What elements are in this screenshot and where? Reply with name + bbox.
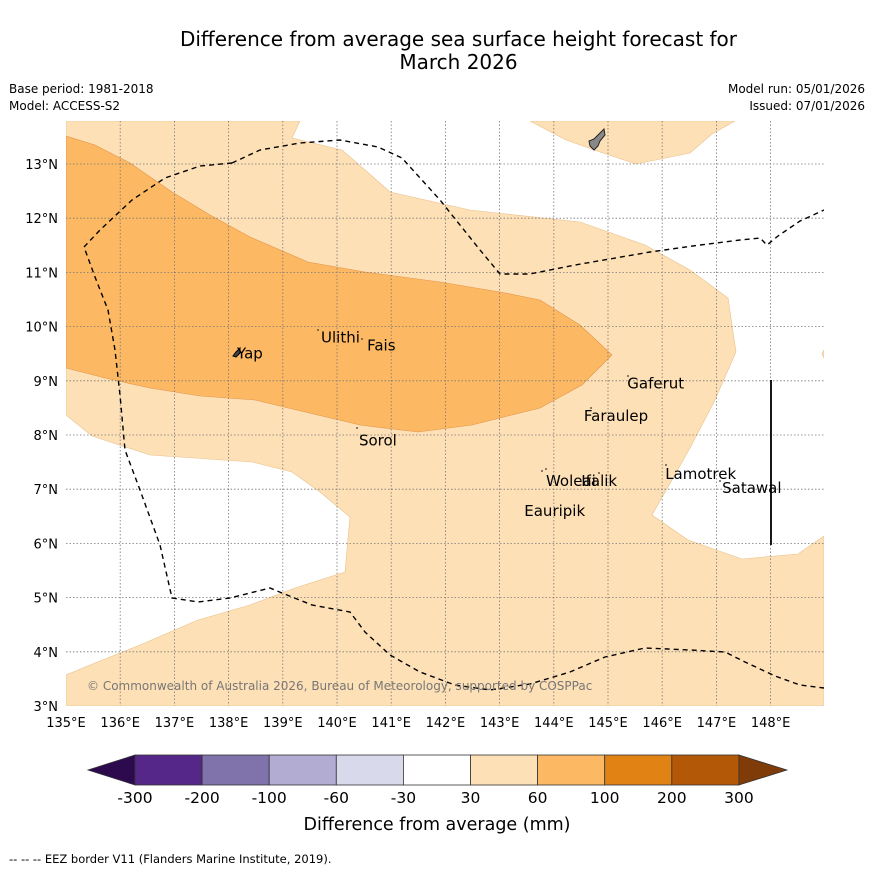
lat-tick-label: 5°N [34,592,59,607]
lat-tick-label: 13°N [25,158,58,173]
colorbar-segment [134,754,203,786]
colorbar-segment [470,754,538,786]
colorbar-segment [201,754,270,786]
colorbar-arrow-low [86,754,136,786]
colorbar-tick-label: -100 [252,789,287,807]
colorbar-segment [268,754,337,786]
colorbar-tick-label: -30 [391,789,416,807]
lon-tick-label: 139°E [263,716,303,731]
lat-tick-label: 12°N [25,212,58,227]
colorbar-tick-label: -200 [185,789,220,807]
base-period: Base period: 1981-2018 [9,82,154,96]
lon-tick-label: 135°E [46,716,86,731]
edge-island [821,349,824,359]
lon-tick-label: 136°E [100,716,140,731]
place-label-satawal: Satawal [722,479,781,497]
colorbar: -300 -200 -100 -60 -30 30 60 100 200 300 [86,754,789,807]
colorbar-arrow-high [738,754,789,786]
issued-date: Issued: 07/01/2026 [749,99,865,113]
lat-tick-label: 6°N [34,537,59,552]
yap-island [232,346,241,358]
colorbar-tick-label: -60 [324,789,349,807]
place-label-eauripik: Eauripik [524,502,585,520]
atoll-dot-gaferut [627,375,629,377]
atoll-dot-sorol [356,427,358,429]
lon-tick-label: 142°E [426,716,466,731]
place-label-woleai: Woleai [546,472,596,490]
anomaly-region-60-100 [66,135,613,433]
colorbar-tick-label: -300 [117,789,152,807]
map-area: Yap Ulithi Fais Sorol Gaferut Faraulep WoleaiI… [66,121,824,706]
lon-tick-label: 147°E [697,716,737,731]
lon-tick-label: 148°E [751,716,791,731]
lon-tick-label: 141°E [371,716,411,731]
colorbar-segment [671,754,740,786]
lon-tick-label: 146°E [642,716,682,731]
lon-tick-label: 145°E [588,716,628,731]
place-label-fais: Fais [367,337,396,355]
eez-footnote: -- -- -- EEZ border V11 (Flanders Marine… [9,852,332,866]
lat-tick-label: 7°N [34,483,59,498]
eez-border [83,139,824,691]
lon-tick-label: 140°E [317,716,357,731]
lat-tick-label: 10°N [25,321,58,336]
place-label-ifalik: Ifalik [581,472,617,490]
graticule [66,121,824,706]
atoll-dot-ulithi [317,329,319,331]
anomaly-region-30-60-north [529,121,736,165]
longitude-ticks: 135°E 136°E 137°E 138°E 139°E 140°E 141°E 142°E… [46,716,790,731]
colorbar-tick-label: 300 [724,789,754,807]
copyright-text: © Commonwealth of Australia 2026, Bureau… [87,679,592,693]
place-labels: Yap Ulithi Fais Sorol Gaferut Faraulep WoleaiI… [236,328,782,519]
lon-tick-label: 138°E [209,716,249,731]
colorbar-tick-label: 200 [657,789,687,807]
lon-tick-label: 144°E [534,716,574,731]
atoll-dot-woleai-1 [541,470,543,472]
place-label-yap: Yap [236,345,263,363]
atoll-dot-ifalik [598,472,600,474]
atoll-dot-fais [361,338,363,340]
meta-left: Base period: 1981-2018 Model: ACCESS-S2 [9,81,154,115]
colorbar-segment [335,754,404,786]
lat-tick-label: 3°N [34,700,59,715]
place-label-ulithi: Ulithi [321,328,360,346]
meta-right: Model run: 05/01/2026 Issued: 07/01/2026 [728,81,865,115]
colorbar-segment [537,754,606,786]
colorbar-label: Difference from average (mm) [303,815,570,835]
title-line-1: Difference from average sea surface heig… [179,27,738,51]
atoll-dot-woleai-2 [545,468,547,470]
atoll-dot-lamotrek [665,464,667,466]
lon-tick-label: 137°E [155,716,195,731]
atoll-dots [317,329,721,482]
model-run: Model run: 05/01/2026 [727,82,865,96]
place-label-lamotrek: Lamotrek [665,465,736,483]
lat-tick-label: 8°N [34,429,59,444]
atoll-dot-faraulep [590,407,592,409]
colorbar-tick-label: 100 [590,789,620,807]
lat-tick-label: 11°N [25,266,58,281]
chart-title: Difference from average sea surface heig… [0,28,873,74]
lat-tick-label: 4°N [34,646,59,661]
atoll-dot-satawal [719,480,721,482]
place-label-sorol: Sorol [359,431,397,449]
lon-tick-label: 143°E [480,716,520,731]
guam-island [588,127,606,151]
place-label-faraulep: Faraulep [584,407,648,425]
lat-tick-label: 9°N [34,375,59,390]
colorbar-tick-label: 60 [528,789,548,807]
colorbar-segment [604,754,673,786]
latitude-ticks: 3°N 4°N 5°N 6°N 7°N 8°N 9°N 10°N 11°N 12°N 13°N [25,158,58,715]
colorbar-segment [402,754,471,786]
title-line-2: March 2026 [399,50,518,74]
colorbar-tick-label: 30 [461,789,481,807]
model-name: Model: ACCESS-S2 [9,99,121,113]
place-label-gaferut: Gaferut [627,375,684,393]
